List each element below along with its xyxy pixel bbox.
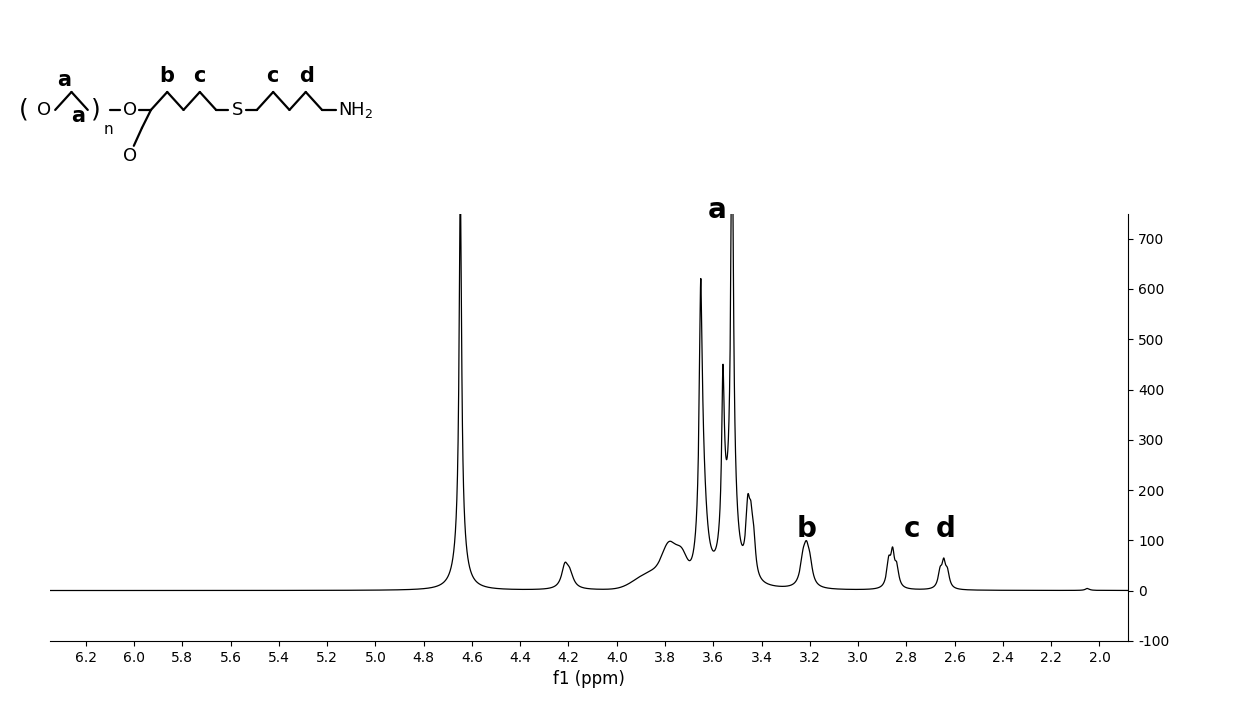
Text: O: O <box>37 101 51 119</box>
Text: S: S <box>232 101 243 119</box>
Text: (: ( <box>19 98 29 122</box>
Text: c: c <box>267 66 279 86</box>
Text: a: a <box>57 70 72 90</box>
Text: d: d <box>936 515 956 543</box>
Text: NH$_2$: NH$_2$ <box>337 100 373 120</box>
Text: O: O <box>124 147 138 164</box>
Text: a: a <box>72 106 86 126</box>
Text: c: c <box>904 515 920 543</box>
Text: a: a <box>708 196 727 224</box>
Text: O: O <box>123 101 136 119</box>
Text: d: d <box>299 66 314 86</box>
Text: b: b <box>159 66 174 86</box>
Text: b: b <box>796 515 816 543</box>
Text: ): ) <box>91 98 100 122</box>
Text: n: n <box>104 122 114 137</box>
Text: c: c <box>192 66 205 86</box>
X-axis label: f1 (ppm): f1 (ppm) <box>553 670 625 688</box>
